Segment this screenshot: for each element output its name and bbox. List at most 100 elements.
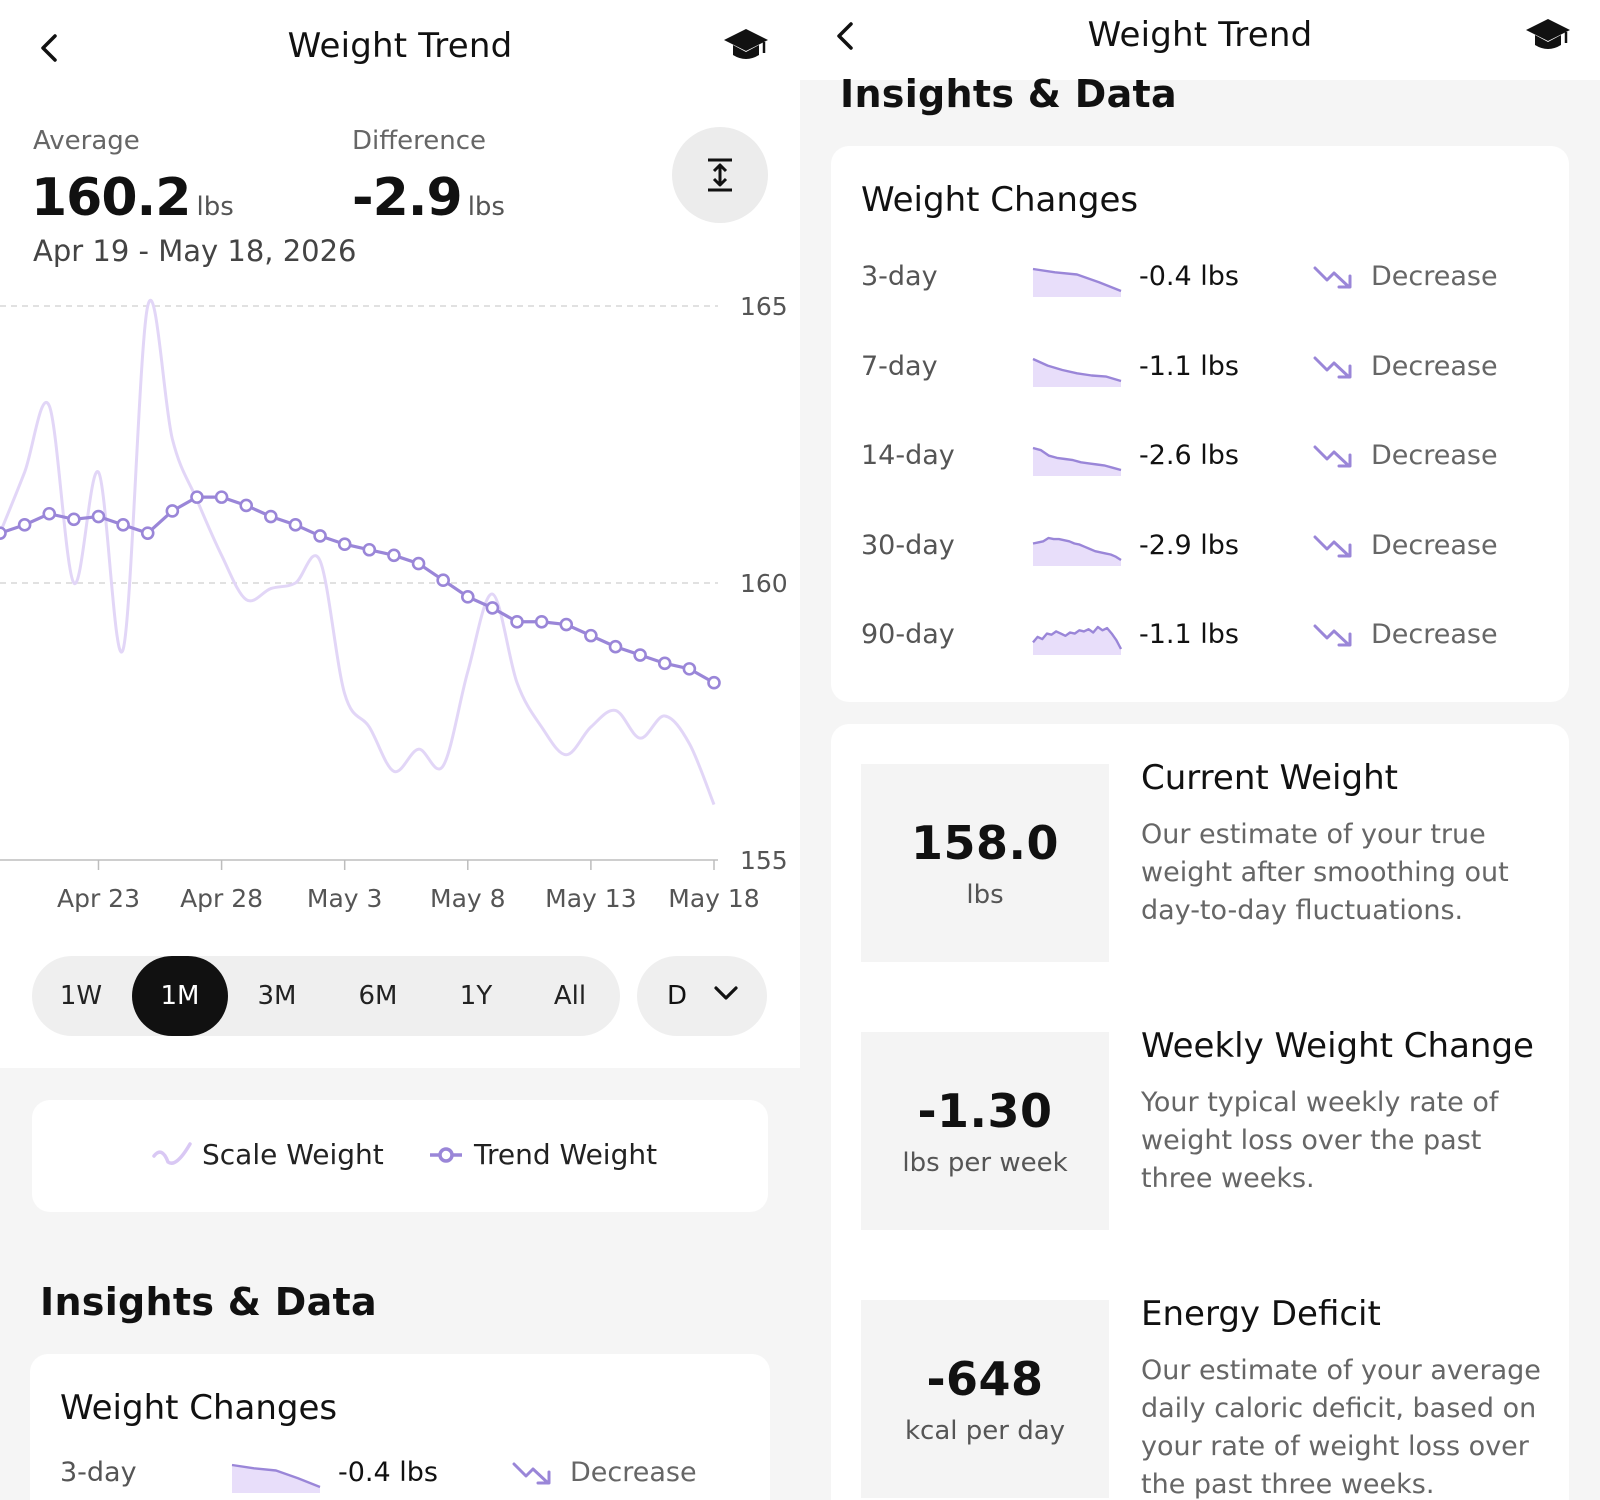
weekly-weight-change-value-box: -1.30 lbs per week [861, 1032, 1109, 1230]
average-label: Average [33, 126, 140, 156]
change-amount: -1.1 lbs [1139, 619, 1239, 650]
back-button[interactable] [830, 21, 860, 51]
weight-change-row[interactable]: 30-day -2.9 lbs Decrease [831, 516, 1569, 576]
change-direction: Decrease [1371, 261, 1498, 292]
trend-point[interactable] [436, 573, 450, 588]
period-label: 30-day [861, 529, 955, 561]
chart-legend: Scale Weight Trend Weight [32, 1100, 768, 1212]
sparkline-line [1032, 267, 1122, 293]
current-weight-title: Current Weight [1141, 758, 1398, 798]
difference-label: Difference [352, 126, 487, 156]
granularity-value: D [667, 981, 688, 1011]
legend-scale-weight[interactable]: Scale Weight [152, 1138, 384, 1171]
weight-change-row[interactable]: 90-day -1.1 lbs Decrease [831, 605, 1569, 665]
weight-changes-card-preview: Weight Changes 3-day -0.4 lbs Decrease [30, 1354, 770, 1500]
weight-change-row[interactable]: 7-day -1.1 lbs Decrease [831, 337, 1569, 397]
learn-button[interactable] [722, 26, 770, 66]
trend-point[interactable] [264, 509, 278, 524]
weight-change-row[interactable]: 14-day -2.6 lbs Decrease [831, 426, 1569, 486]
trend-point[interactable] [17, 518, 32, 532]
trend-point[interactable] [313, 529, 327, 543]
trend-point[interactable] [116, 518, 130, 532]
trend-point[interactable] [485, 601, 500, 615]
back-button[interactable] [34, 33, 64, 63]
sparkline-area [1033, 269, 1121, 297]
trend-line-icon [430, 1146, 462, 1163]
x-tick-label: Apr 28 [180, 884, 263, 913]
trend-point[interactable] [362, 542, 377, 557]
change-direction: Decrease [1371, 440, 1498, 471]
trending-down-icon [1313, 445, 1352, 468]
trend-point[interactable] [387, 548, 401, 563]
trend-point[interactable] [239, 498, 254, 513]
fit-scale-button[interactable] [672, 127, 768, 223]
trend-point[interactable] [510, 614, 524, 629]
legend-trend-weight[interactable]: Trend Weight [428, 1138, 657, 1171]
trending-down-icon [512, 1462, 551, 1485]
scale-line-icon [152, 1141, 192, 1165]
trend-point[interactable] [0, 526, 7, 540]
trend-point[interactable] [214, 490, 229, 504]
range-option-1w[interactable]: 1W [59, 981, 103, 1011]
range-option-all[interactable]: All [553, 981, 587, 1011]
trend-point[interactable] [337, 537, 352, 552]
sparkline-area [1033, 627, 1121, 655]
y-tick-label: 160 [740, 569, 788, 598]
range-option-1m[interactable]: 1M [132, 956, 228, 1036]
metrics-card: 158.0 lbs Current Weight Our estimate of yo… [831, 724, 1569, 1500]
range-option-6m[interactable]: 6M [358, 981, 398, 1011]
average-value: 160.2 lbs [31, 168, 234, 228]
change-direction: Decrease [570, 1457, 697, 1488]
average-number: 160.2 [31, 168, 191, 228]
weight-change-row[interactable]: 3-day -0.4 lbs Decrease [30, 1443, 770, 1500]
weight-changes-card: Weight Changes 3-day -0.4 lbs Decrease 7-da… [831, 146, 1569, 702]
trend-point[interactable] [534, 614, 549, 629]
trend-point[interactable] [608, 639, 623, 654]
page-title: Weight Trend [287, 26, 513, 66]
trend-point[interactable] [165, 504, 180, 518]
weekly-weight-change-description: Your typical weekly rate of weight loss … [1141, 1087, 1499, 1194]
trend-point[interactable] [682, 662, 697, 676]
trend-point[interactable] [140, 526, 155, 540]
sparkline [231, 1463, 321, 1493]
granularity-dropdown[interactable]: D [637, 956, 767, 1036]
trend-point[interactable] [67, 512, 81, 527]
date-range: Apr 19 - May 18, 2026 [33, 234, 357, 268]
trend-point[interactable] [707, 675, 721, 690]
learn-button[interactable] [1524, 16, 1572, 56]
sparkline-line [231, 1463, 321, 1489]
range-option-1y[interactable]: 1Y [459, 981, 493, 1011]
insights-title: Insights & Data [840, 72, 1177, 116]
trend-point[interactable] [190, 490, 204, 504]
trend-point[interactable] [91, 509, 106, 524]
change-amount: -0.4 lbs [1139, 261, 1239, 292]
y-tick-label: 155 [740, 846, 788, 875]
trending-down-icon [1313, 266, 1352, 289]
weight-chart[interactable]: 165 160 155 Apr 23 Apr 28 May 3 May 8 May 13 May… [0, 280, 800, 920]
trend-point[interactable] [584, 628, 598, 643]
change-direction: Decrease [1371, 529, 1498, 561]
sparkline-area [1033, 537, 1121, 566]
left-screen: Weight Trend Average 160.2 lbs Difference… [0, 26, 800, 1500]
sparkline-area [232, 1465, 320, 1493]
trend-point[interactable] [411, 556, 426, 571]
sparkline [1032, 446, 1122, 476]
sparkline [1032, 536, 1122, 566]
range-option-3m[interactable]: 3M [257, 981, 297, 1011]
trend-point[interactable] [460, 590, 475, 604]
trend-point[interactable] [657, 656, 672, 671]
weight-changes-title: Weight Changes [60, 1388, 338, 1428]
sparkline [1032, 357, 1122, 387]
trend-point[interactable] [559, 617, 574, 632]
weight-change-row[interactable]: 3-day -0.4 lbs Decrease [831, 247, 1569, 307]
trending-down-icon [1313, 624, 1352, 647]
x-tick-label: May 8 [430, 884, 506, 913]
weekly-weight-change-unit: lbs per week [902, 1148, 1068, 1178]
period-label: 3-day [861, 261, 938, 292]
current-weight-value: 158.0 [910, 816, 1059, 870]
trend-point[interactable] [288, 518, 303, 532]
trend-point[interactable] [42, 506, 57, 521]
trend-point[interactable] [633, 648, 647, 662]
x-tick-label: May 13 [545, 884, 636, 913]
sparkline-line [1032, 357, 1122, 382]
